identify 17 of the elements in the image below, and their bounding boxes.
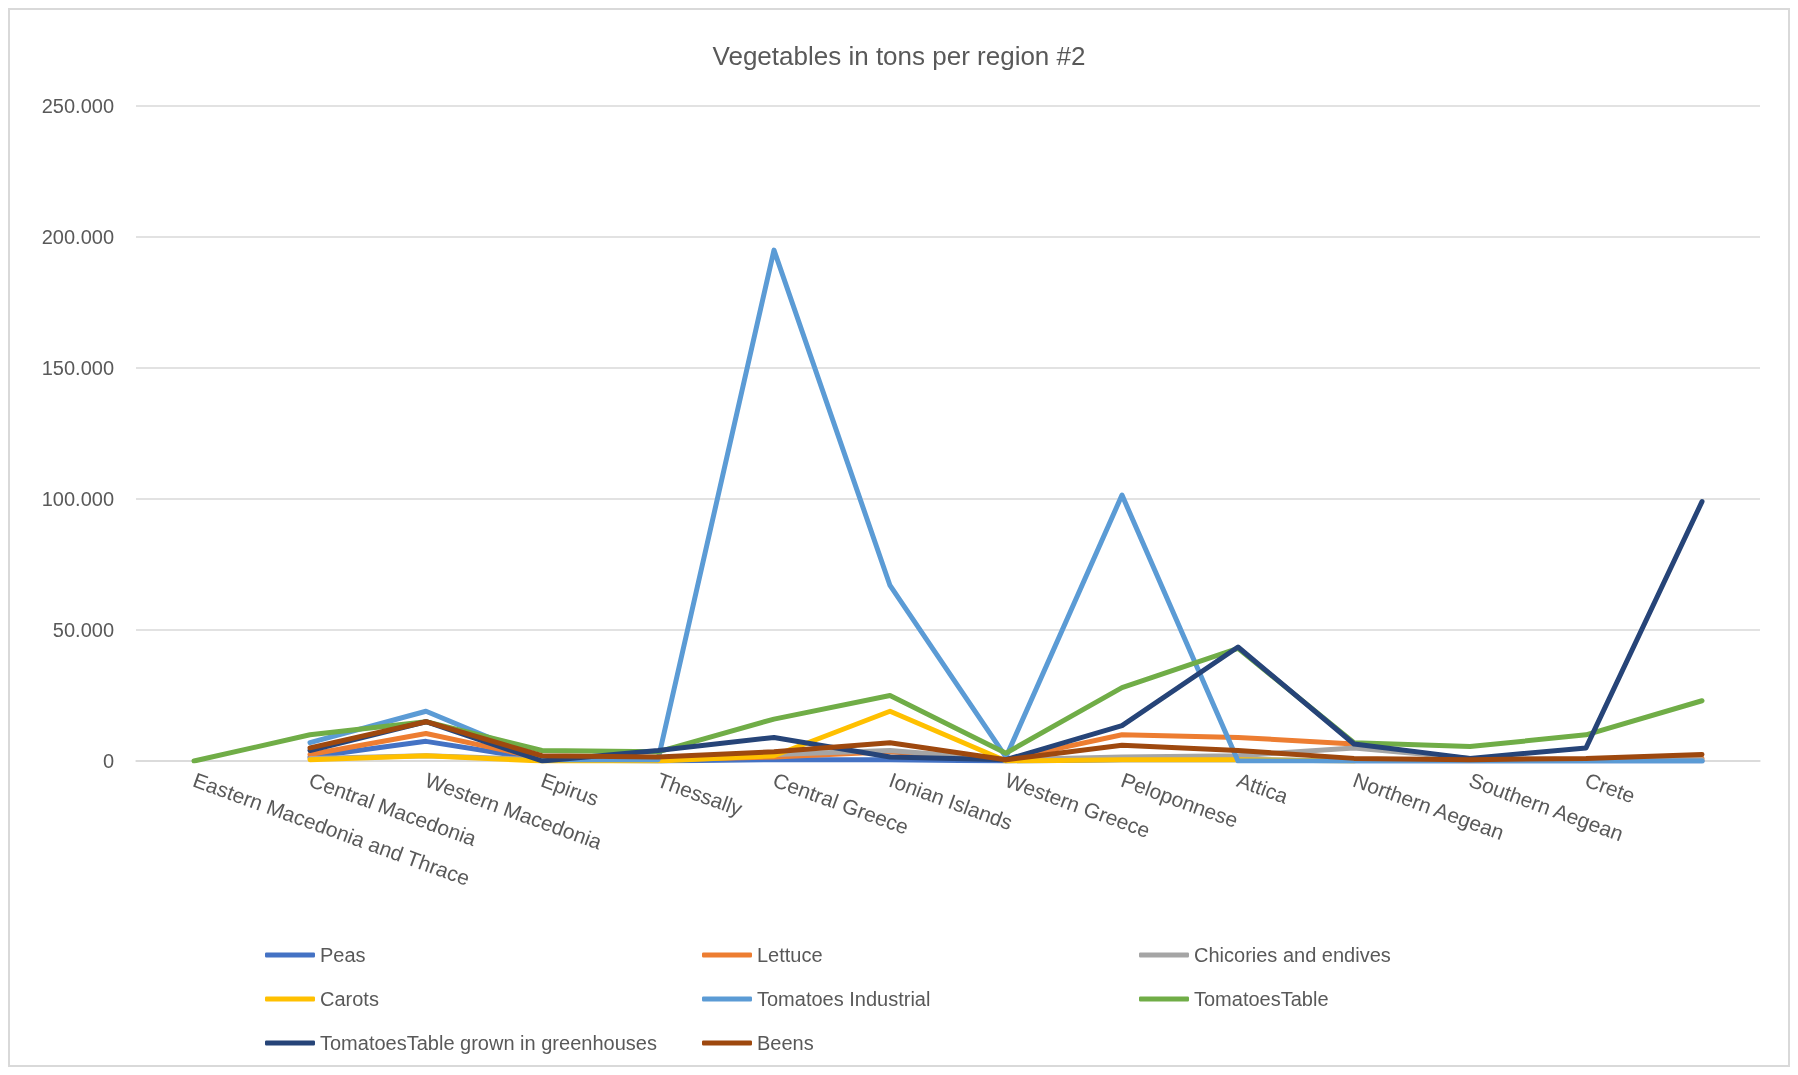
legend-label: TomatoesTable grown in greenhouses: [320, 1032, 657, 1054]
y-tick-label: 0: [102, 750, 114, 772]
y-tick-label: 150.000: [41, 357, 114, 379]
legend-label: Beens: [757, 1032, 814, 1054]
legend-label: Chicories and endives: [1194, 944, 1391, 966]
chart-title: Vegetables in tons per region #2: [712, 41, 1086, 71]
legend-label: Tomatoes Industrial: [757, 988, 931, 1010]
legend-label: Lettuce: [757, 944, 823, 966]
legend-label: Carots: [320, 988, 379, 1010]
legend-label: Peas: [320, 944, 366, 966]
y-tick-label: 200.000: [41, 226, 114, 248]
x-tick-label: Attica: [1234, 768, 1292, 808]
legend-label: TomatoesTable: [1194, 988, 1329, 1010]
y-tick-label: 50.000: [52, 619, 114, 641]
y-tick-label: 250.000: [41, 95, 114, 117]
x-tick-label: Crete: [1582, 768, 1639, 808]
y-tick-label: 100.000: [41, 488, 114, 510]
